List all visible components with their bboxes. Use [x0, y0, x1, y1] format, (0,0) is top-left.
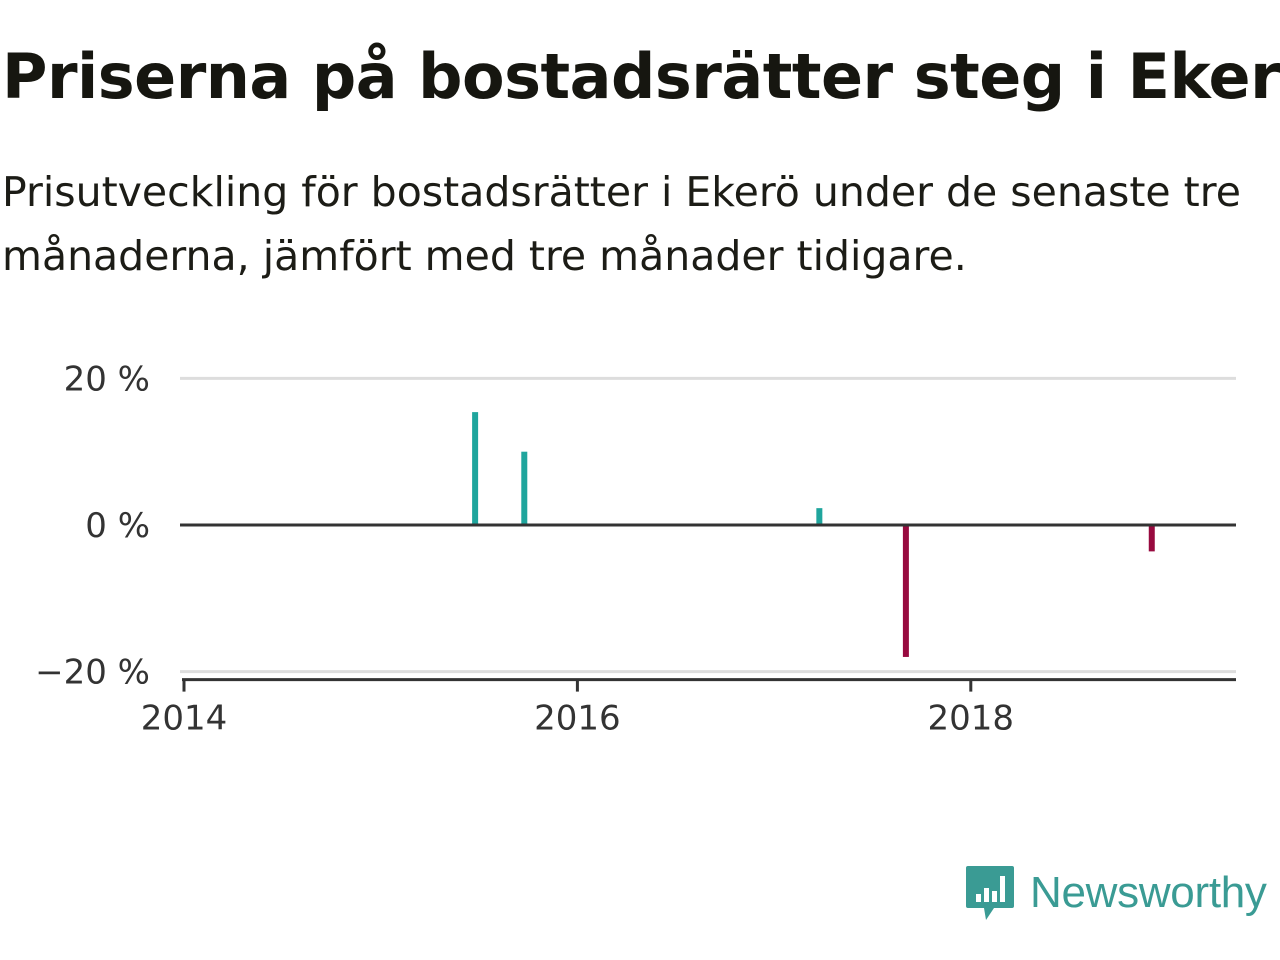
bar-chart: 20 %0 %−20 % 201420162018202020222024 1 … [35, 359, 1236, 739]
bars [472, 412, 1155, 657]
x-axis-ticks: 201420162018202020222024 [141, 679, 1015, 739]
grid-lines [180, 376, 1236, 674]
chart-title: Priserna på bostadsrätter steg i Ekerö [2, 40, 1280, 113]
x-tick-label: 2014 [141, 699, 228, 739]
bar-positive [816, 508, 823, 525]
bar-positive [521, 451, 528, 525]
bar-chart-speech-bubble-icon [966, 866, 1014, 920]
chart-subtitle: Prisutveckling för bostadsrätter i Ekerö… [2, 168, 1241, 280]
bar-positive [472, 412, 479, 525]
y-tick-label: 0 % [85, 506, 150, 546]
bar-negative [902, 525, 909, 657]
newsworthy-logo: Newsworthy [964, 864, 1267, 922]
x-tick-label: 2016 [534, 699, 621, 739]
y-tick-label: 20 % [64, 359, 150, 399]
x-tick-label: 2018 [928, 699, 1015, 739]
x-axis [180, 523, 1236, 682]
bar-negative [1148, 525, 1155, 552]
y-axis-ticks: 20 % 0 % −20 % [35, 359, 150, 692]
y-tick-label: −20 % [35, 653, 150, 693]
brand-name: Newsworthy [1030, 868, 1267, 917]
